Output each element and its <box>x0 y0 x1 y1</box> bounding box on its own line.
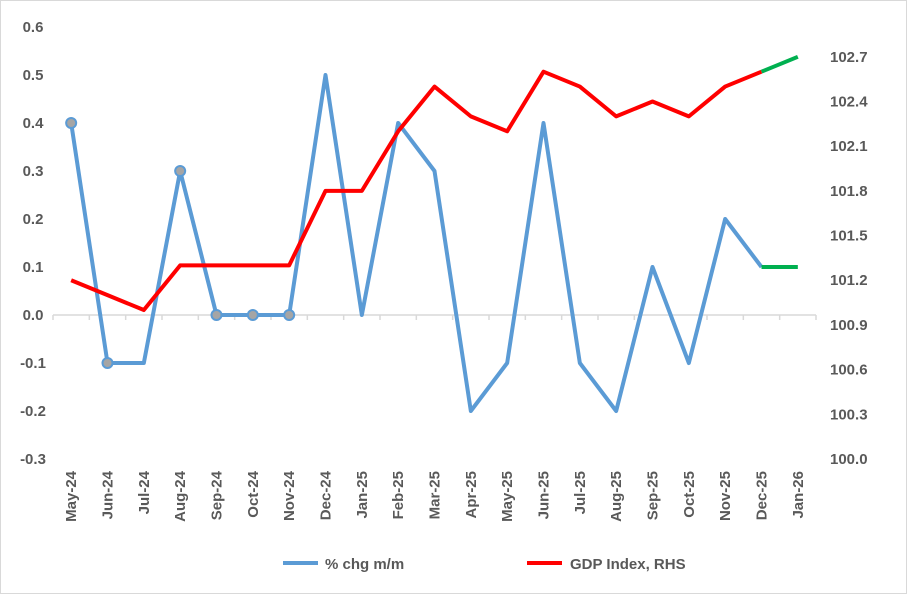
y-right-tick-label: 102.4 <box>830 93 868 110</box>
y-left-tick-label: 0.5 <box>23 67 44 84</box>
y-left-tick-label: -0.3 <box>20 451 46 468</box>
x-tick-label: Nov-24 <box>281 470 298 521</box>
series-group <box>65 54 799 413</box>
x-tick-label: Aug-25 <box>608 471 625 522</box>
data-point-marker <box>283 309 296 321</box>
y-right-tick-label: 101.5 <box>830 228 868 245</box>
y-right-tick-label: 101.8 <box>830 183 868 200</box>
data-point-marker <box>101 357 114 369</box>
legend-label-pct-chg: % chg m/m <box>325 556 404 573</box>
data-point-marker <box>65 117 78 129</box>
y-right-tick-label: 100.9 <box>830 317 868 334</box>
x-tick-label: Dec-24 <box>318 470 335 520</box>
y-right-tick-label: 100.0 <box>830 451 868 468</box>
x-tick-label: Jun-24 <box>100 470 117 519</box>
x-tick-label: Jan-26 <box>790 471 807 519</box>
y-left-tick-label: 0.1 <box>23 259 44 276</box>
x-tick-label: Sep-24 <box>209 470 226 520</box>
series-line-gdp-index <box>70 69 763 313</box>
data-point-marker <box>210 309 223 321</box>
x-tick-label: May-24 <box>63 470 80 522</box>
x-tick-label: Nov-25 <box>717 471 734 521</box>
x-tick-label: Dec-25 <box>754 471 771 520</box>
x-tick-label: Jul-25 <box>572 471 589 514</box>
forecast-line-gdp-index <box>760 54 799 74</box>
axes: May-24 Jun-24 Jul-24 Aug-24 Sep-24 Oct-24 Nov-… <box>20 19 868 522</box>
y-right-tick-label: 100.3 <box>830 406 868 423</box>
x-tick-label: May-25 <box>499 471 516 522</box>
y-right-tick-label: 100.6 <box>830 362 868 379</box>
y-left-tick-label: 0.6 <box>23 19 44 36</box>
x-tick-label: Jul-24 <box>136 470 153 514</box>
y-left-tick-label: -0.1 <box>20 355 46 372</box>
x-tick-label: Apr-25 <box>463 471 480 519</box>
data-point-marker <box>246 309 259 321</box>
y-left-tick-label: 0.3 <box>23 163 44 180</box>
x-tick-label: Feb-25 <box>390 471 407 519</box>
data-point-marker <box>174 165 187 177</box>
y-left-tick-label: 0.4 <box>23 115 45 132</box>
x-tick-label: Jan-25 <box>354 471 371 519</box>
x-tick-label: Mar-25 <box>427 471 444 519</box>
legend-label-gdp-index: GDP Index, RHS <box>570 556 686 573</box>
y-left-tick-label: 0.2 <box>23 211 44 228</box>
legend: % chg m/m GDP Index, RHS <box>283 556 686 573</box>
x-tick-label: Oct-24 <box>245 470 262 517</box>
y-right-tick-label: 102.7 <box>830 49 868 66</box>
y-left-tick-label: 0.0 <box>23 307 44 324</box>
y-right-tick-label: 102.1 <box>830 138 868 155</box>
x-tick-label: Sep-25 <box>645 471 662 520</box>
y-right-tick-label: 101.2 <box>830 272 868 289</box>
x-tick-label: Aug-24 <box>172 470 189 521</box>
x-tick-label: Jun-25 <box>536 471 553 519</box>
series-line-pct-chg <box>69 73 764 413</box>
x-tick-label: Oct-25 <box>681 471 698 518</box>
y-left-tick-label: -0.2 <box>20 403 46 420</box>
